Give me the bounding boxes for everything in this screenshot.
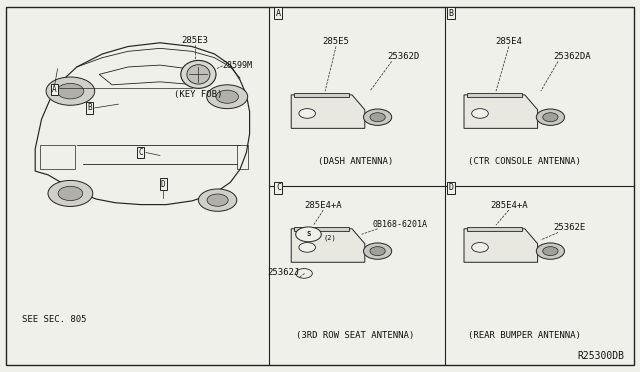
Polygon shape xyxy=(467,93,522,97)
Text: 285E4: 285E4 xyxy=(495,38,522,46)
Text: C: C xyxy=(276,183,281,192)
Circle shape xyxy=(207,194,228,206)
Text: SEE SEC. 805: SEE SEC. 805 xyxy=(22,315,87,324)
Polygon shape xyxy=(467,227,522,231)
Text: 25362E: 25362E xyxy=(554,224,586,232)
Circle shape xyxy=(370,247,385,256)
Polygon shape xyxy=(291,95,365,128)
Circle shape xyxy=(296,227,321,242)
Circle shape xyxy=(198,189,237,211)
Text: (REAR BUMPER ANTENNA): (REAR BUMPER ANTENNA) xyxy=(468,331,581,340)
Text: 25362D: 25362D xyxy=(387,52,419,61)
Text: D: D xyxy=(161,180,166,189)
Circle shape xyxy=(299,243,316,252)
Circle shape xyxy=(536,109,564,125)
Text: 285E3: 285E3 xyxy=(182,36,209,45)
Circle shape xyxy=(46,77,95,105)
Circle shape xyxy=(543,113,558,122)
Text: 0B168-6201A: 0B168-6201A xyxy=(372,220,428,229)
Text: R25300DB: R25300DB xyxy=(577,351,624,361)
Text: (KEY FOB): (KEY FOB) xyxy=(174,90,223,99)
Text: 25362DA: 25362DA xyxy=(554,52,591,61)
Text: 285E4+A: 285E4+A xyxy=(305,201,342,210)
Circle shape xyxy=(364,243,392,259)
Polygon shape xyxy=(294,93,349,97)
Text: D: D xyxy=(449,183,454,192)
Circle shape xyxy=(536,243,564,259)
Circle shape xyxy=(543,247,558,256)
Circle shape xyxy=(472,109,488,118)
Circle shape xyxy=(216,90,239,103)
Text: (CTR CONSOLE ANTENNA): (CTR CONSOLE ANTENNA) xyxy=(468,157,581,166)
Text: S: S xyxy=(307,231,310,237)
Polygon shape xyxy=(464,95,538,128)
Circle shape xyxy=(58,186,83,201)
Text: (DASH ANTENNA): (DASH ANTENNA) xyxy=(317,157,393,166)
Text: A: A xyxy=(52,85,57,94)
Circle shape xyxy=(296,269,312,278)
Bar xyxy=(237,145,248,169)
Ellipse shape xyxy=(181,60,216,88)
Text: B: B xyxy=(87,103,92,112)
Bar xyxy=(40,145,75,169)
Polygon shape xyxy=(291,229,365,262)
Ellipse shape xyxy=(187,65,210,84)
Text: C: C xyxy=(138,148,143,157)
Text: (2): (2) xyxy=(323,235,336,241)
Polygon shape xyxy=(464,229,538,262)
Circle shape xyxy=(472,243,488,252)
Text: B: B xyxy=(449,9,454,17)
Circle shape xyxy=(207,85,248,109)
Circle shape xyxy=(364,109,392,125)
Circle shape xyxy=(370,113,385,122)
Text: 285E4+A: 285E4+A xyxy=(490,201,527,210)
Text: 28599M: 28599M xyxy=(223,61,253,70)
Text: 285E5: 285E5 xyxy=(323,38,349,46)
Circle shape xyxy=(299,109,316,118)
Text: A: A xyxy=(276,9,281,17)
Text: 25362J: 25362J xyxy=(268,268,300,277)
Circle shape xyxy=(57,83,84,99)
Text: (3RD ROW SEAT ANTENNA): (3RD ROW SEAT ANTENNA) xyxy=(296,331,414,340)
Circle shape xyxy=(48,180,93,206)
Polygon shape xyxy=(294,227,349,231)
